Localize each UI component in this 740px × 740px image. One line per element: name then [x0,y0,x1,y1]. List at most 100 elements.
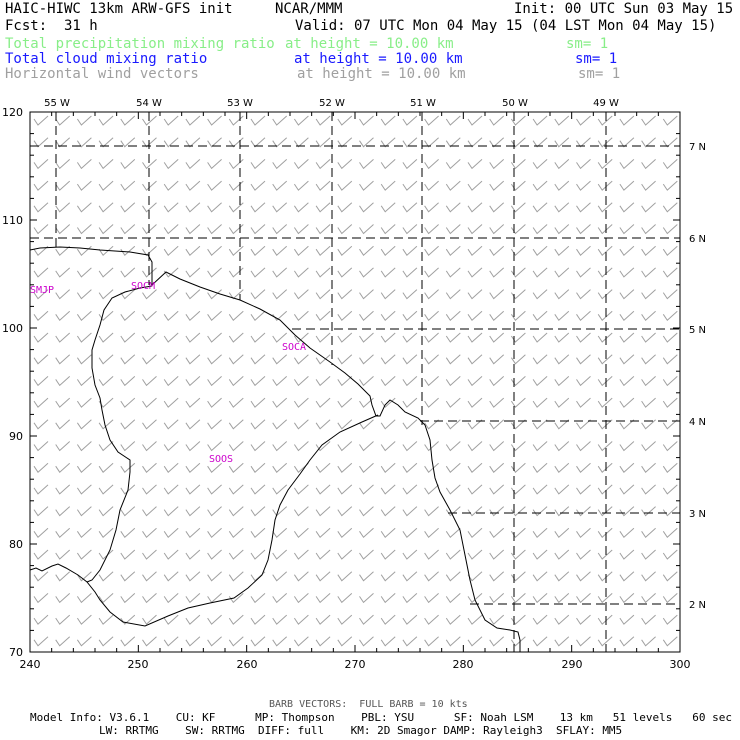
wind-barb [489,289,505,300]
wind-barb [207,441,222,452]
wind-barb [380,506,396,517]
wind-barb [380,267,396,278]
wind-barb [510,202,526,213]
wind-barb [315,441,331,452]
wind-barb [120,593,136,604]
wind-barb [163,289,179,300]
wind-barb [315,289,331,300]
wind-barb [98,202,114,213]
wind-barb [662,419,678,430]
wind-barb [142,441,157,452]
wind-barb [510,289,526,300]
station-socm: SOCM [131,281,155,292]
wind-barb [315,202,331,213]
wind-barb [532,115,548,126]
valid-time: Valid: 07 UTC Mon 04 May 15 (04 LST Mon … [295,18,717,34]
wind-barb [185,571,201,582]
wind-barb [163,202,179,213]
wind-barb [662,462,678,473]
wind-barb [445,506,461,517]
wind-barb [641,202,656,213]
y-tick-label: 120 [2,106,23,119]
wind-barb [272,636,288,647]
wind-barb [228,419,244,430]
wind-barb [337,571,353,582]
wind-barb [55,571,71,582]
wind-barb [272,462,288,473]
wind-barb [532,159,548,170]
wind-barb [597,159,613,170]
x-tick-label: 290 [562,658,583,671]
wind-barb [554,354,570,365]
wind-barb [98,224,114,235]
wind-barb [293,224,309,235]
wind-barb [445,137,461,148]
wind-barb [597,614,613,625]
wind-barb [293,397,309,408]
wind-barb [489,159,505,170]
wind-barb [554,593,570,604]
wind-barb [163,614,179,625]
wind-barb [120,137,136,148]
wind-barb [315,571,331,582]
wind-barb [554,224,570,235]
wind-barb [662,593,678,604]
wind-barb [619,636,635,647]
wind-barb [337,137,353,148]
wind-barb [207,332,222,343]
wind-barb [424,354,439,365]
wind-barb [250,636,266,647]
wind-barb [445,376,461,387]
wind-barb [228,267,244,278]
wind-barb [445,571,461,582]
field-3-smoothing: sm= 1 [578,66,621,82]
wind-barb [98,441,114,452]
wind-barb [207,159,222,170]
wind-barb [76,137,92,148]
wind-barb [359,571,374,582]
wind-barb [120,202,136,213]
field-1-height: at height = 10.00 km [285,36,454,52]
wind-barb [315,397,331,408]
wind-barb [142,354,157,365]
x-tick-label: 300 [670,658,691,671]
wind-barb [33,549,49,560]
wind-barb [532,397,548,408]
wind-barb [250,593,266,604]
wind-barb [76,527,92,539]
wind-barb [120,506,136,517]
wind-barb [380,571,396,582]
wind-barb [380,376,396,387]
wind-barb [597,354,613,365]
wind-barb [359,332,374,343]
wind-barb [142,289,157,300]
wind-barb [532,354,548,365]
wind-barb [424,115,439,126]
wind-barb [662,332,678,343]
wind-barb [641,506,656,517]
wind-barb [597,180,613,191]
wind-barb [228,571,244,582]
wind-barb [467,462,483,473]
wind-barb [142,202,157,213]
wind-barb [402,289,418,300]
wind-barb [55,115,71,126]
wind-barb [185,549,201,560]
wind-barb [207,614,222,625]
wind-barb [98,245,114,256]
wind-barb [380,245,396,256]
wind-barb [402,571,418,582]
wind-barb [380,549,396,560]
wind-barb [272,354,288,365]
wind-barb [272,441,288,452]
wind-barb [272,180,288,191]
wind-barb [98,462,114,473]
wind-barb [445,267,461,278]
wind-barb [619,614,635,625]
wind-barb [293,419,309,430]
wind-barb [424,159,439,170]
wind-barb [510,354,526,365]
wind-barb [424,180,439,191]
wind-barb [532,202,548,213]
wind-barb [554,441,570,452]
